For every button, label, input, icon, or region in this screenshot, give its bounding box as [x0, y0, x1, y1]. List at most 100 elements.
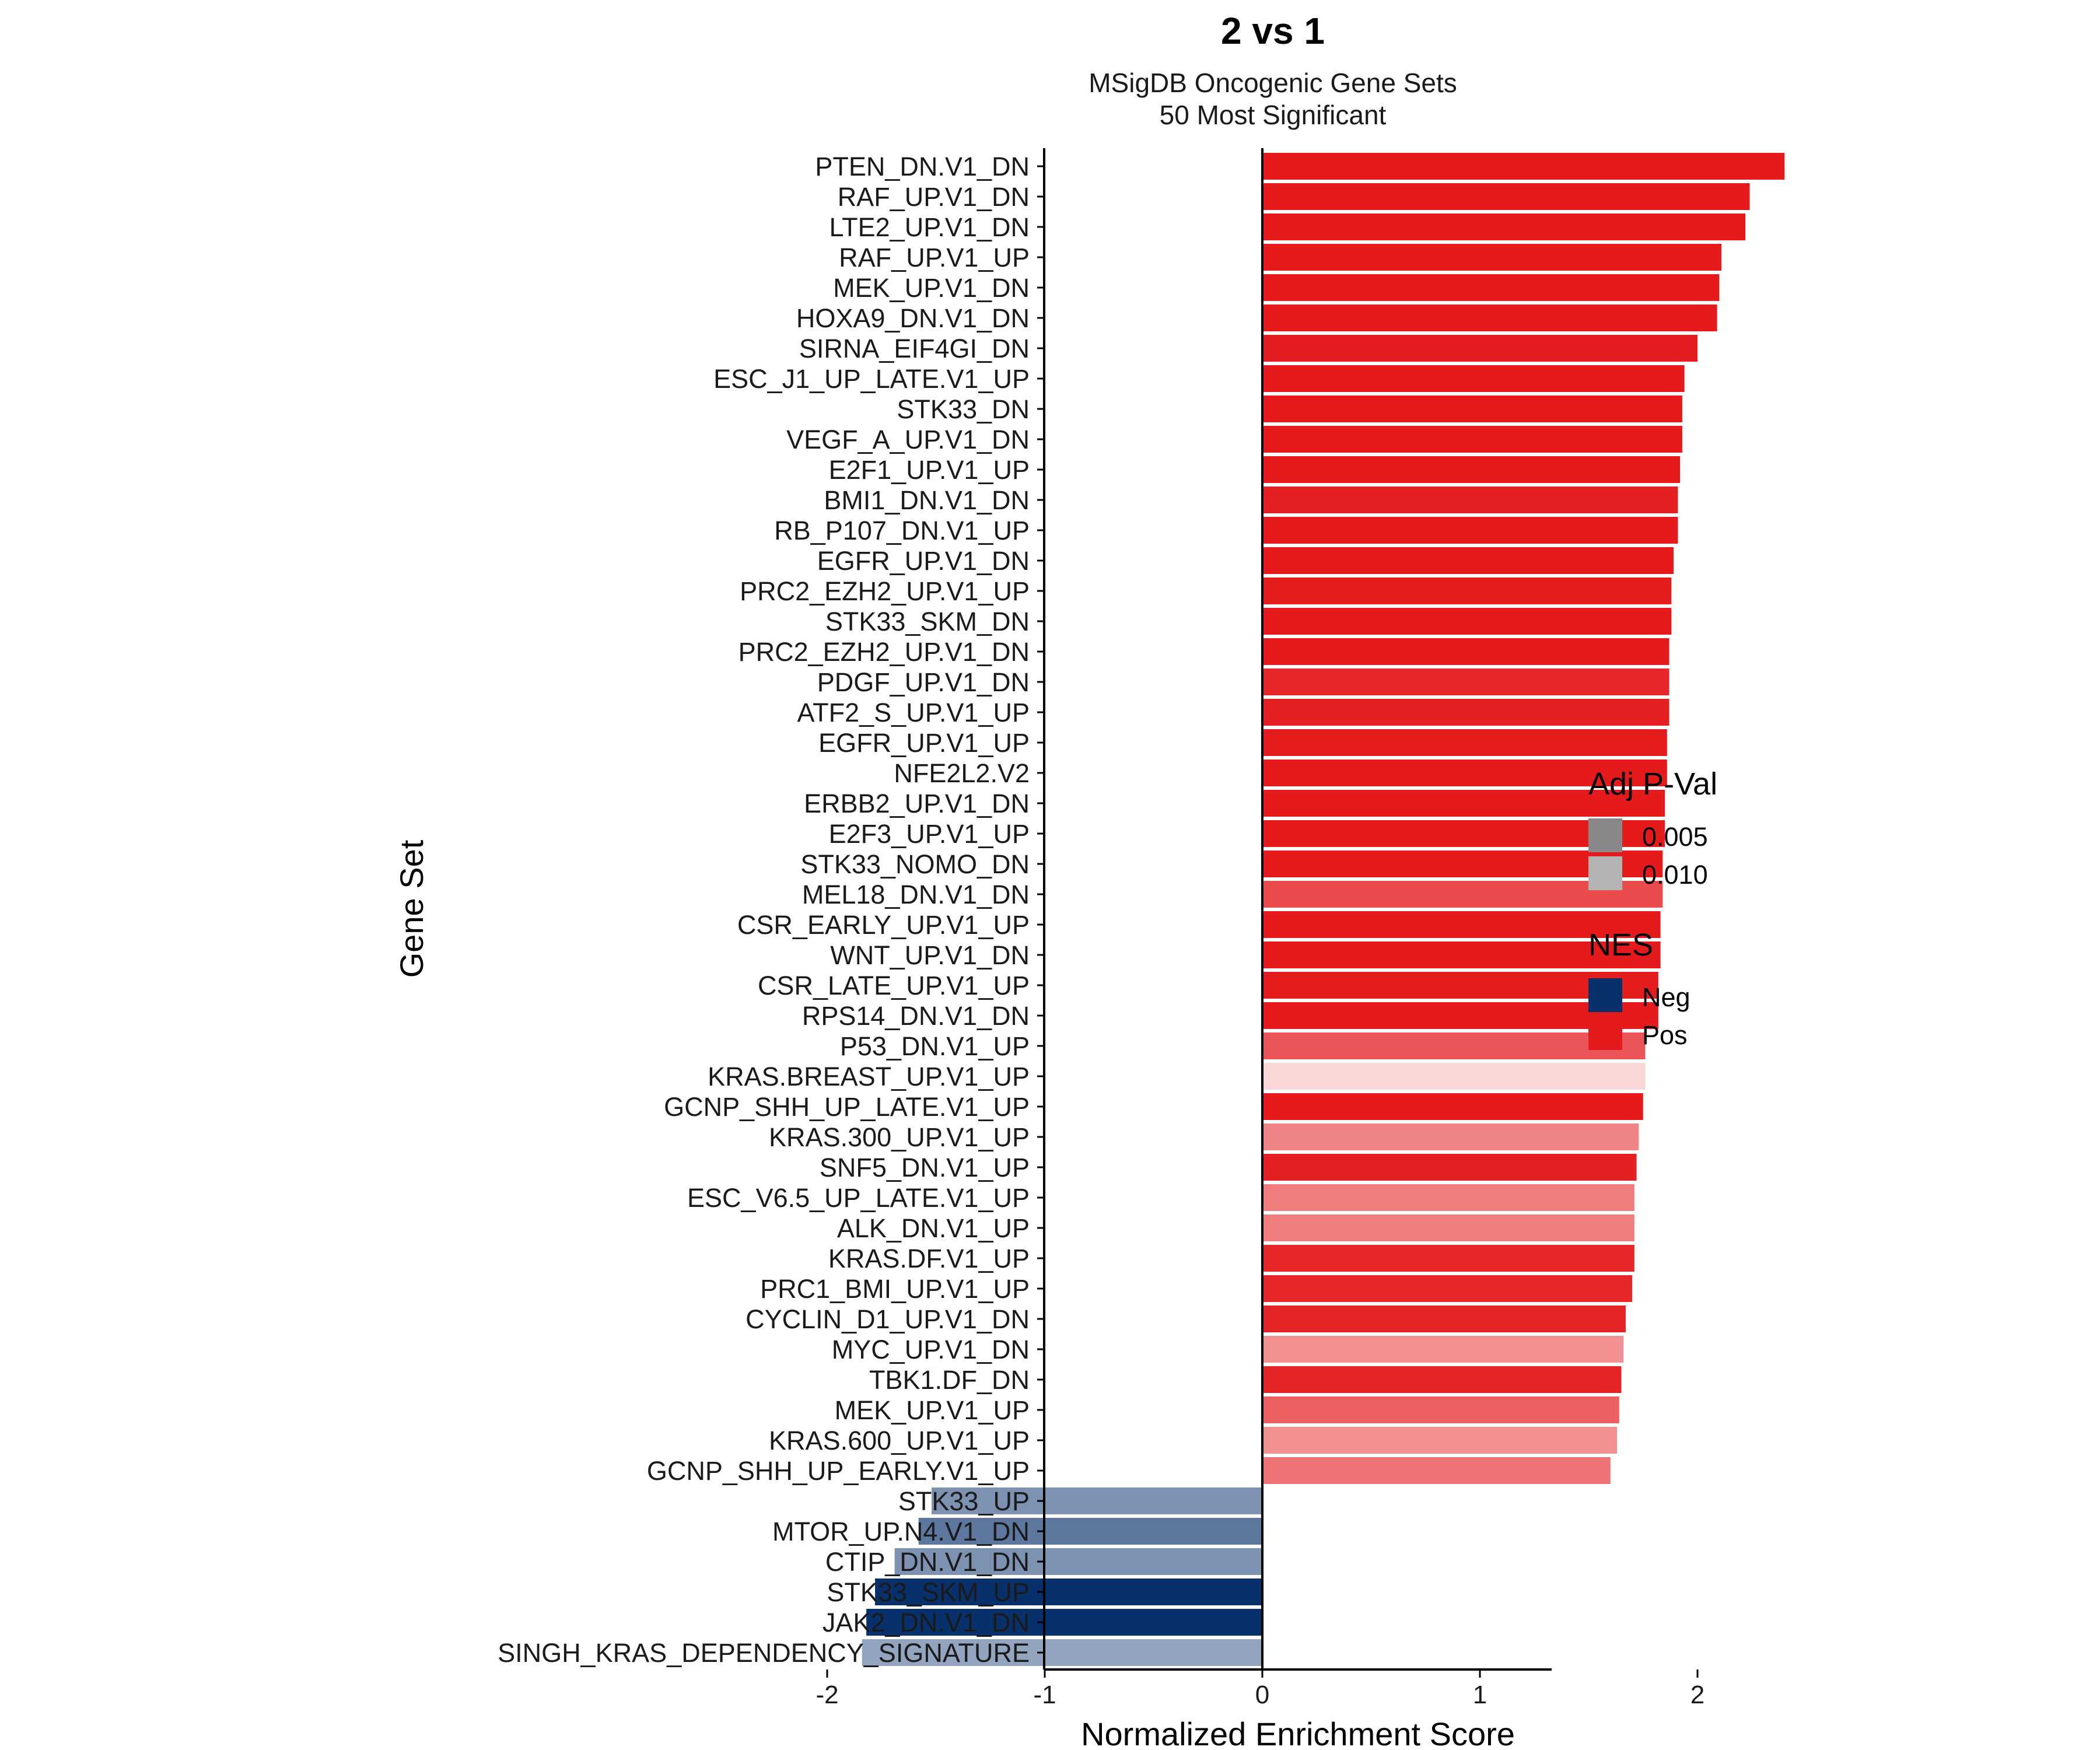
y-tick-label: RB_P107_DN.V1_UP	[774, 516, 1030, 545]
y-tick-label: KRAS.600_UP.V1_UP	[769, 1426, 1030, 1455]
bar-kras-600-up-v1-up	[1262, 1427, 1617, 1454]
legend-swatch-pos	[1588, 1016, 1622, 1050]
legend-label-padj-0: 0.005	[1642, 822, 1708, 852]
legend-swatch-neg	[1588, 978, 1622, 1012]
y-tick-label: TBK1.DF_DN	[869, 1365, 1030, 1395]
y-tick-label: EGFR_UP.V1_UP	[818, 728, 1030, 758]
y-tick-label: KRAS.300_UP.V1_UP	[769, 1122, 1030, 1152]
y-tick-label: LTE2_UP.V1_DN	[829, 212, 1030, 242]
bar-esc-j1-up-late-v1-up	[1262, 365, 1685, 392]
y-tick-label: KRAS.BREAST_UP.V1_UP	[708, 1062, 1030, 1091]
y-tick-label: PDGF_UP.V1_DN	[817, 667, 1030, 697]
bar-kras-300-up-v1-up	[1262, 1124, 1639, 1150]
legend: Adj P-Val 0.005 0.010 NES Neg Pos	[1588, 766, 1717, 1050]
y-tick-label: EGFR_UP.V1_DN	[817, 546, 1030, 576]
bar-mtor-up-n4-v1-dn	[918, 1518, 1262, 1545]
bar-stk33-skm-up	[875, 1578, 1262, 1605]
bar-e2f1-up-v1-up	[1262, 456, 1681, 483]
bar-rb-p107-dn-v1-up	[1262, 517, 1678, 544]
bar-bmi1-dn-v1-dn	[1262, 487, 1678, 513]
bar-ctip-dn-v1-dn	[894, 1548, 1262, 1575]
bar-jak2-dn-v1-dn	[866, 1609, 1262, 1636]
bar-singh-kras-dependency-signature	[862, 1639, 1262, 1666]
y-tick-label: E2F3_UP.V1_UP	[829, 819, 1030, 849]
bar-raf-up-v1-dn	[1262, 183, 1750, 210]
legend-padj-title: Adj P-Val	[1588, 766, 1717, 802]
x-tick-label: 2	[1690, 1681, 1704, 1709]
x-tick-label: -2	[816, 1681, 838, 1709]
y-axis-tick-labels: PTEN_DN.V1_DNRAF_UP.V1_DNLTE2_UP.V1_DNRA…	[498, 152, 1044, 1668]
y-tick-label: CYCLIN_D1_UP.V1_DN	[746, 1304, 1030, 1334]
x-tick-label: 0	[1255, 1681, 1269, 1709]
y-tick-label: HOXA9_DN.V1_DN	[796, 303, 1030, 333]
y-tick-label: VEGF_A_UP.V1_DN	[786, 425, 1030, 454]
bar-hoxa9-dn-v1-dn	[1262, 304, 1717, 331]
y-tick-label: MEK_UP.V1_DN	[833, 273, 1030, 303]
legend-label-padj-1: 0.010	[1642, 860, 1708, 890]
y-tick-label: STK33_UP	[898, 1486, 1030, 1516]
bar-gcnp-shh-up-early-v1-up	[1262, 1457, 1611, 1484]
bar-nfe2l2-v2	[1262, 760, 1667, 786]
y-tick-label: ESC_J1_UP_LATE.V1_UP	[713, 364, 1030, 394]
y-tick-label: BMI1_DN.V1_DN	[824, 485, 1030, 515]
y-axis-label: Gene Set	[393, 839, 430, 978]
y-tick-label: PRC2_EZH2_UP.V1_UP	[740, 576, 1030, 606]
x-axis-label: Normalized Enrichment Score	[1081, 1716, 1515, 1750]
bar-vegf-a-up-v1-dn	[1262, 426, 1682, 453]
bar-myc-up-v1-dn	[1262, 1336, 1624, 1363]
y-tick-label: MTOR_UP.N4.V1_DN	[772, 1517, 1030, 1546]
bar-atf2-s-up-v1-up	[1262, 699, 1670, 726]
y-tick-label: P53_DN.V1_UP	[840, 1031, 1030, 1061]
chart-subtitle-line-2: 50 Most Significant	[1160, 100, 1387, 130]
legend-swatch-padj-0	[1588, 818, 1622, 852]
y-tick-label: ESC_V6.5_UP_LATE.V1_UP	[687, 1183, 1030, 1213]
y-tick-label: GCNP_SHH_UP_LATE.V1_UP	[664, 1092, 1030, 1122]
y-tick-label: RPS14_DN.V1_DN	[802, 1001, 1030, 1031]
y-tick-label: WNT_UP.V1_DN	[830, 940, 1030, 970]
y-tick-label: ATF2_S_UP.V1_UP	[797, 698, 1030, 727]
bar-sirna-eif4gi-dn	[1262, 335, 1698, 362]
bar-snf5-dn-v1-up	[1262, 1154, 1637, 1181]
legend-label-pos: Pos	[1642, 1020, 1688, 1050]
y-tick-label: E2F1_UP.V1_UP	[829, 455, 1030, 485]
y-tick-label: MEK_UP.V1_UP	[835, 1395, 1030, 1425]
bar-pdgf-up-v1-dn	[1262, 668, 1670, 695]
bar-prc1-bmi-up-v1-up	[1262, 1275, 1633, 1302]
legend-swatch-padj-1	[1588, 856, 1622, 890]
x-tick-label: 1	[1473, 1681, 1487, 1709]
y-tick-label: STK33_SKM_DN	[825, 607, 1030, 636]
y-tick-label: SINGH_KRAS_DEPENDENCY_SIGNATURE	[498, 1638, 1030, 1668]
bar-gcnp-shh-up-late-v1-up	[1262, 1093, 1643, 1120]
bar-prc2-ezh2-up-v1-up	[1262, 578, 1672, 604]
y-tick-label: PRC2_EZH2_UP.V1_DN	[738, 637, 1030, 667]
x-tick-label: -1	[1033, 1681, 1056, 1709]
bar-tbk1-df-dn	[1262, 1366, 1622, 1393]
y-tick-label: PRC1_BMI_UP.V1_UP	[760, 1274, 1030, 1304]
y-tick-label: GCNP_SHH_UP_EARLY.V1_UP	[647, 1456, 1030, 1486]
y-tick-label: ERBB2_UP.V1_DN	[804, 789, 1030, 818]
legend-label-neg: Neg	[1642, 982, 1690, 1012]
bar-pten-dn-v1-dn	[1262, 153, 1785, 180]
bar-mek-up-v1-up	[1262, 1396, 1619, 1423]
bars-layer	[862, 153, 1785, 1666]
y-tick-label: CTIP_DN.V1_DN	[825, 1547, 1030, 1577]
bar-egfr-up-v1-up	[1262, 729, 1667, 756]
bar-kras-df-v1-up	[1262, 1245, 1634, 1272]
bar-stk33-dn	[1262, 396, 1682, 422]
y-tick-label: RAF_UP.V1_DN	[838, 182, 1030, 212]
bar-cyclin-d1-up-v1-dn	[1262, 1306, 1626, 1332]
y-tick-label: MEL18_DN.V1_DN	[802, 880, 1030, 909]
y-tick-label: PTEN_DN.V1_DN	[815, 152, 1030, 181]
bar-csr-early-up-v1-up	[1262, 911, 1661, 938]
bar-lte2-up-v1-dn	[1262, 214, 1746, 240]
y-tick-label: STK33_NOMO_DN	[800, 849, 1030, 879]
y-tick-label: CSR_LATE_UP.V1_UP	[758, 971, 1030, 1000]
chart-title: 2 vs 1	[1221, 10, 1325, 52]
bar-raf-up-v1-up	[1262, 244, 1722, 271]
bar-wnt-up-v1-dn	[1262, 942, 1661, 968]
legend-nes-title: NES	[1588, 928, 1653, 963]
bar-kras-breast-up-v1-up	[1262, 1063, 1646, 1090]
y-tick-label: ALK_DN.V1_UP	[837, 1213, 1030, 1243]
y-tick-label: RAF_UP.V1_UP	[839, 243, 1030, 272]
